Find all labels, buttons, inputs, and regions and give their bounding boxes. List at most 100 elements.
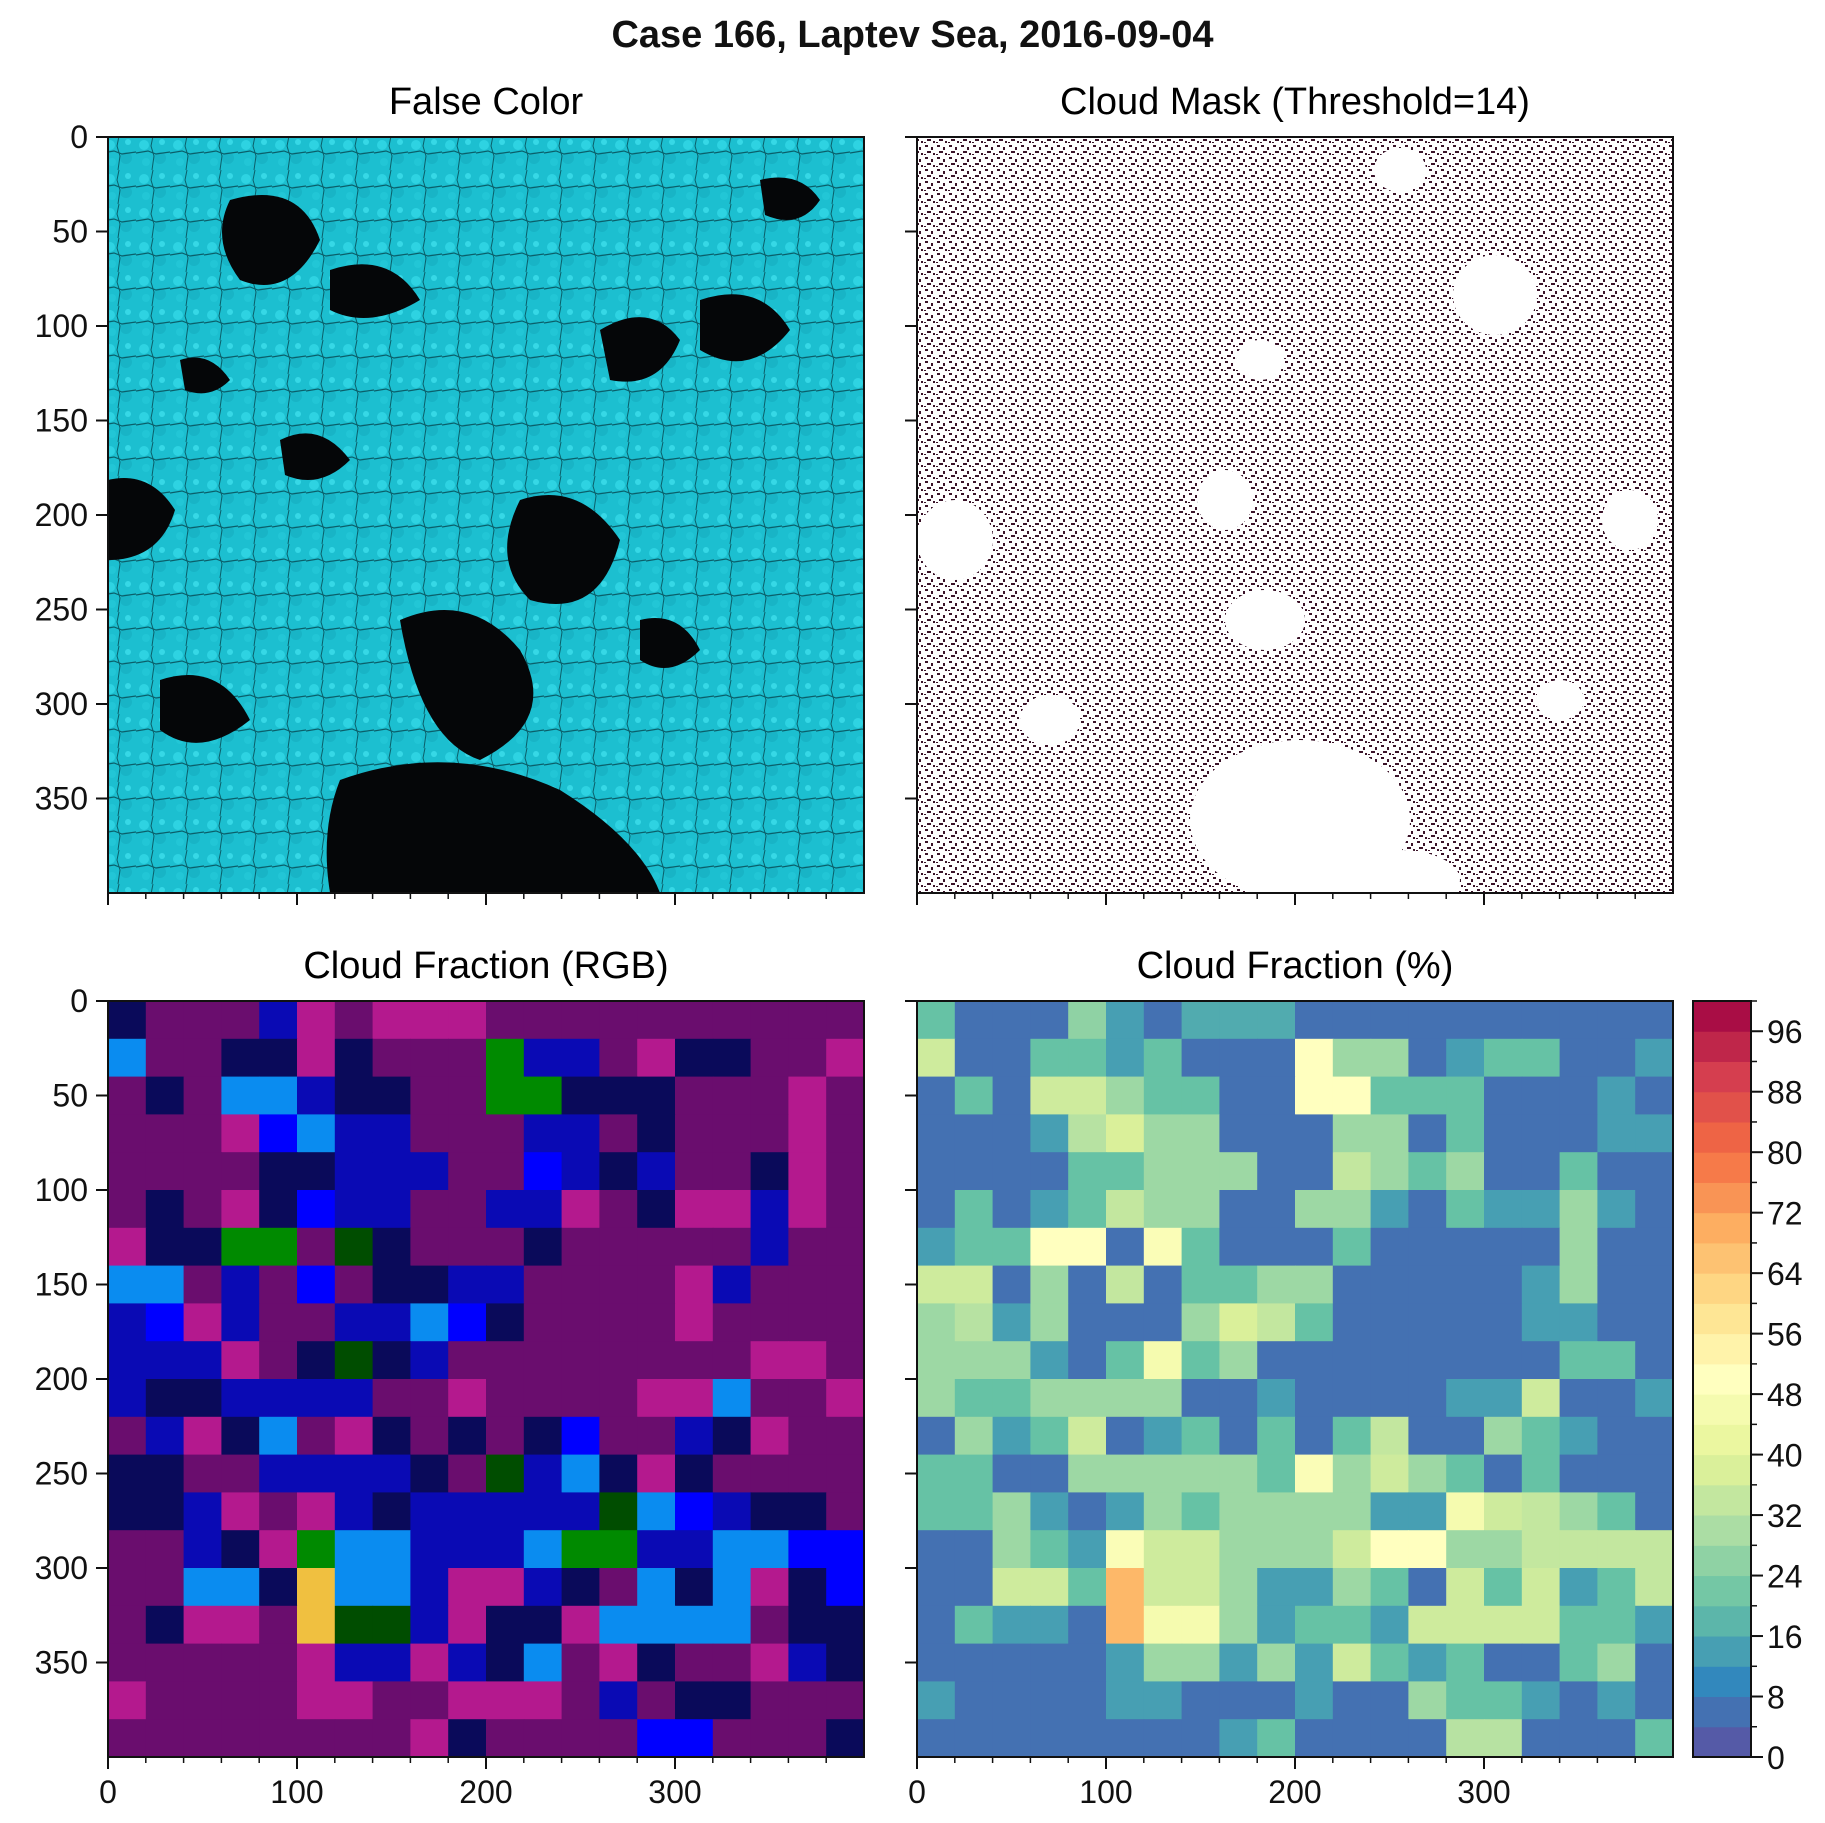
cf-rgb-cell — [297, 1681, 336, 1720]
y-tick-label: 150 — [35, 403, 88, 439]
cf-pct-cell — [1484, 1190, 1523, 1229]
cf-rgb-cell — [108, 1038, 147, 1078]
cf-pct-cell — [1635, 1114, 1674, 1153]
cf-pct-cell — [1370, 1341, 1409, 1380]
cf-pct-cell — [1597, 1190, 1636, 1229]
cf-pct-cell — [1295, 1643, 1334, 1682]
colorbar: 0 8 16 24 32 40 48 56 64 72 80 88 96 — [1692, 1000, 1803, 1776]
cf-rgb-cell — [145, 1038, 185, 1078]
cf-rgb-cell — [712, 1038, 752, 1078]
cf-pct-cell — [1257, 1719, 1296, 1758]
x-tick-label: 300 — [648, 1774, 701, 1810]
cf-pct-cell — [1559, 1001, 1598, 1040]
cf-pct-cell — [1295, 1303, 1334, 1342]
cf-pct-cell — [1106, 1416, 1145, 1456]
cf-pct-cell — [1635, 1530, 1674, 1569]
cf-pct-cell — [917, 1303, 956, 1342]
cf-pct-cell — [1635, 1076, 1674, 1115]
cf-rgb-cell — [486, 1152, 525, 1191]
colorbar-segment — [1693, 1001, 1751, 1032]
cf-rgb-cell — [675, 1227, 714, 1267]
cf-pct-cell — [1635, 1492, 1674, 1531]
colorbar-segment — [1693, 1182, 1751, 1214]
cf-pct-cell — [1106, 1001, 1145, 1040]
cf-pct-cell — [1521, 1605, 1561, 1645]
cf-pct-cell — [1484, 1038, 1523, 1078]
colorbar-segment — [1693, 1575, 1751, 1607]
cf-pct-cell — [1484, 1492, 1523, 1531]
cf-pct-cell — [1030, 1076, 1069, 1115]
cf-pct-cell — [1408, 1152, 1447, 1191]
cf-pct-cell — [1030, 1227, 1069, 1267]
cf-rgb-cell — [712, 1190, 752, 1229]
colorbar-segment — [1693, 1726, 1751, 1758]
cf-rgb-cell — [145, 1303, 185, 1342]
x-tick-label: 0 — [908, 1774, 926, 1810]
cf-rgb-cell — [334, 1227, 374, 1267]
x-tick-label: 0 — [99, 1774, 117, 1810]
cf-pct-cell — [917, 1190, 956, 1229]
axes-ticks: 0 50 100 150 200 250 300 350 0 100 200 300 0 50 100 150… — [35, 119, 1636, 1810]
cf-rgb-cell — [599, 1643, 638, 1682]
cf-pct-cell — [1219, 1492, 1258, 1531]
cf-rgb-cell — [183, 1303, 222, 1342]
cf-pct-cell — [992, 1190, 1031, 1229]
cf-rgb-cell — [637, 1568, 676, 1607]
cf-rgb-cell — [372, 1605, 411, 1645]
cf-rgb-cell — [561, 1643, 600, 1682]
cf-rgb-cell — [108, 1379, 147, 1418]
cf-pct-cell — [1559, 1265, 1598, 1304]
cf-pct-cell — [1106, 1454, 1145, 1493]
cf-rgb-cell — [750, 1265, 789, 1304]
cf-pct-cell — [1030, 1605, 1069, 1645]
cf-pct-cell — [1068, 1303, 1107, 1342]
cf-rgb-cell — [334, 1530, 374, 1569]
cf-rgb-cell — [561, 1379, 600, 1418]
cf-pct-cell — [1559, 1530, 1598, 1569]
cf-pct-cell — [1181, 1530, 1220, 1569]
cf-rgb-cell — [259, 1719, 298, 1758]
cf-pct-cell — [1446, 1492, 1485, 1531]
y-tick-label: 250 — [35, 592, 88, 628]
cf-rgb-cell — [145, 1190, 185, 1229]
cf-rgb-cell — [826, 1190, 865, 1229]
y-tick-label: 100 — [35, 308, 88, 344]
x-tick-label: 200 — [459, 1774, 512, 1810]
cf-rgb-cell — [599, 1530, 638, 1569]
cf-rgb-cell — [145, 1530, 185, 1569]
cf-pct-cell — [1635, 1605, 1674, 1645]
cf-rgb-cell — [826, 1643, 865, 1682]
cf-rgb-cell — [523, 1454, 563, 1493]
cf-pct-cell — [954, 1227, 994, 1267]
colorbar-tick-label: 72 — [1767, 1196, 1803, 1232]
cf-pct-cell — [1446, 1001, 1485, 1040]
cf-rgb-cell — [259, 1341, 298, 1380]
y-tick-label: 200 — [35, 1361, 88, 1397]
cf-pct-cell — [1030, 1719, 1069, 1758]
cf-rgb-cell — [372, 1001, 411, 1040]
cf-pct-cell — [917, 1038, 956, 1078]
cf-rgb-cell — [145, 1492, 185, 1531]
cf-rgb-cell — [486, 1265, 525, 1304]
cf-pct-cell — [1106, 1341, 1145, 1380]
cf-pct-cell — [1030, 1416, 1069, 1456]
cf-rgb-cell — [297, 1719, 336, 1758]
cf-rgb-cell — [448, 1114, 487, 1153]
cf-pct-cell — [1181, 1492, 1220, 1531]
cf-rgb-cell — [561, 1227, 600, 1267]
cf-pct-cell — [1219, 1265, 1258, 1304]
cf-rgb-cell — [183, 1001, 222, 1040]
cf-rgb-cell — [297, 1265, 336, 1304]
cf-pct-cell — [1408, 1303, 1447, 1342]
cf-pct-cell — [954, 1341, 994, 1380]
cf-rgb-cell — [637, 1265, 676, 1304]
cf-pct-cell — [1219, 1605, 1258, 1645]
cf-pct-cell — [917, 1076, 956, 1115]
cf-rgb-cell — [599, 1454, 638, 1493]
cf-rgb-cell — [561, 1038, 600, 1078]
cf-rgb-cell — [183, 1681, 222, 1720]
cf-rgb-cell — [523, 1492, 563, 1531]
colorbar-tick-label: 64 — [1767, 1256, 1803, 1292]
cf-pct-cell — [1030, 1190, 1069, 1229]
cf-rgb-cell — [334, 1568, 374, 1607]
